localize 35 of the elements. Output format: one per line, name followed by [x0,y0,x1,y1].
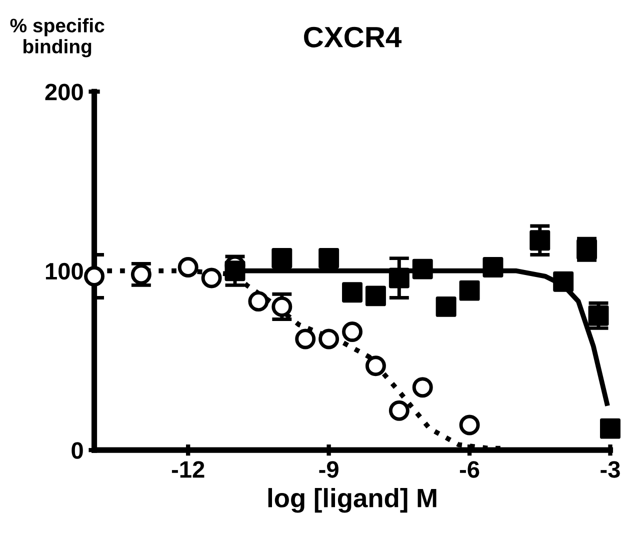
point [342,322,362,342]
point [388,268,410,288]
point [482,257,504,278]
y-tick-label: 200 [45,84,83,100]
point [600,418,620,439]
point [201,268,222,288]
point [388,400,410,421]
point [295,328,316,350]
point [365,286,386,306]
y-axis-title: % specific binding [10,18,104,58]
point [459,414,480,436]
point [412,377,433,398]
point [318,248,340,269]
x-tick-label: -12 [172,461,204,478]
x-tick-label: -3 [600,461,620,478]
point [342,282,362,303]
point [588,305,609,326]
y-tick-label: 100 [46,262,83,280]
x-tick-label: -9 [319,461,338,478]
x-axis-title: log [ligand] M [268,488,436,513]
point [459,280,480,301]
point [248,291,269,312]
point [365,356,386,376]
point [272,248,292,269]
point [84,266,105,286]
point [530,230,550,251]
point [178,257,198,278]
y-tick-label: 0 [72,442,83,459]
point [224,260,246,282]
x-tick-label: -6 [460,461,480,478]
point [436,296,456,317]
point [412,258,433,280]
point [553,271,574,292]
chart-title: CXCR4 [304,26,402,48]
point [318,328,340,350]
